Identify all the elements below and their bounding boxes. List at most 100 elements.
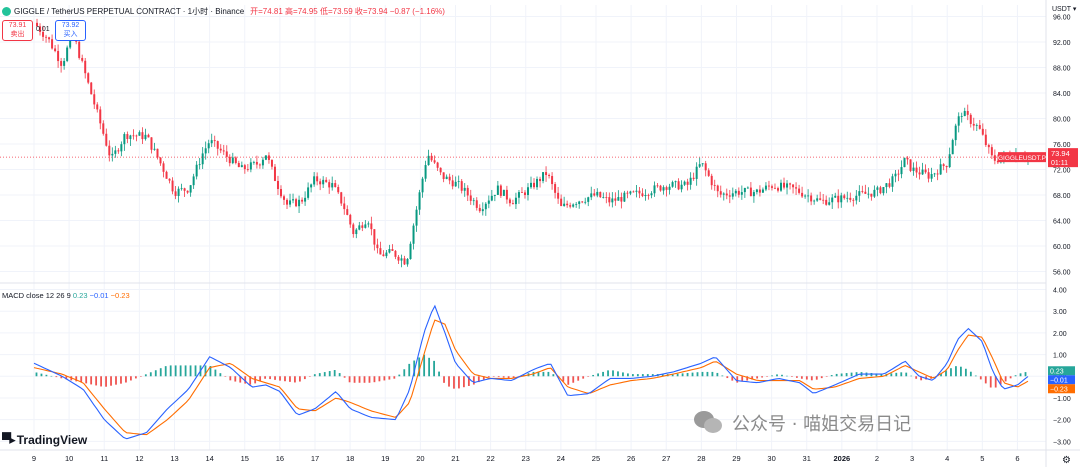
histogram-bar — [289, 376, 291, 382]
candle — [656, 182, 659, 188]
candle — [298, 195, 301, 213]
candle-body — [415, 209, 418, 226]
candle — [581, 201, 584, 204]
candle-body — [198, 164, 201, 166]
candle — [852, 198, 855, 207]
candle — [409, 241, 412, 260]
candle-body — [536, 178, 539, 188]
tradingview-label: TradingView — [16, 433, 88, 447]
histogram-bar — [915, 376, 918, 379]
watermark: 公众号 · 喵姐交易日记 — [694, 410, 911, 436]
candle-body — [487, 200, 490, 204]
histogram-bar — [125, 376, 127, 383]
candle-body — [861, 191, 864, 192]
candle — [933, 172, 936, 177]
candle — [737, 187, 740, 198]
candle-body — [963, 110, 966, 117]
candle — [141, 127, 144, 144]
candle — [846, 191, 849, 203]
candle — [828, 197, 831, 206]
candle — [734, 189, 737, 197]
histogram-bar — [1004, 376, 1007, 382]
candle — [758, 185, 761, 197]
candle — [942, 163, 945, 171]
candle-body — [69, 35, 72, 48]
candle — [644, 189, 647, 201]
candle — [249, 158, 252, 173]
candle — [502, 189, 505, 197]
candle — [439, 167, 442, 176]
candle-body — [656, 185, 659, 187]
candle-body — [207, 143, 210, 149]
candle-body — [978, 125, 981, 129]
candle — [650, 191, 653, 199]
histogram-bar — [398, 374, 401, 377]
price-axis-tick-label: 60.00 — [1053, 244, 1071, 251]
histogram-bar — [110, 376, 112, 386]
candle-body — [129, 135, 132, 140]
candle-body — [969, 114, 972, 124]
candle-body — [563, 203, 566, 206]
candle — [391, 244, 394, 251]
currency-selector[interactable]: USDT ▾ — [1052, 6, 1077, 13]
macd-axis-tick-label: −3.00 — [1053, 439, 1071, 446]
settings-gear-icon[interactable]: ⚙ — [1062, 455, 1071, 466]
candle-body — [177, 188, 180, 196]
candle-body — [593, 193, 596, 196]
candle — [520, 187, 523, 193]
candle — [162, 161, 165, 178]
candle-body — [364, 224, 367, 228]
candle-body — [310, 184, 313, 188]
candle — [617, 190, 620, 201]
candle — [801, 186, 804, 199]
candle-body — [993, 155, 996, 161]
histogram-bar — [969, 371, 972, 377]
candle-body — [201, 153, 204, 165]
time-axis-tick-label: 14 — [205, 454, 213, 463]
histogram-bar — [214, 369, 217, 377]
candle-body — [174, 191, 177, 196]
histogram-bar — [696, 372, 699, 377]
macd-axis-tick-label: −2.00 — [1053, 418, 1071, 425]
wechat-icon — [694, 411, 724, 435]
candle-body — [951, 140, 954, 155]
candle-body — [638, 190, 641, 194]
signal-value-tag: −0.23 — [1050, 386, 1068, 393]
candle-body — [801, 192, 804, 197]
candle — [295, 197, 298, 208]
candle-body — [530, 182, 532, 188]
histogram-bar — [771, 375, 773, 377]
tradingview-logo-icon: ▀▸ — [2, 432, 16, 447]
candle-body — [307, 187, 310, 198]
candle — [888, 178, 891, 189]
candle — [195, 161, 198, 180]
candle-body — [743, 187, 746, 193]
candle — [834, 192, 837, 199]
time-axis-tick-label: 9 — [32, 454, 36, 463]
candle — [761, 187, 764, 193]
candle — [873, 185, 876, 198]
candle — [632, 190, 635, 193]
histogram-bar — [820, 376, 823, 379]
candle — [42, 25, 45, 42]
buy-button[interactable]: 73.92 买入 — [55, 20, 86, 41]
symbol-title[interactable]: GIGGLE / TetherUS PERPETUAL CONTRACT · 1… — [14, 6, 245, 16]
candle-body — [343, 203, 346, 210]
candle-body — [957, 116, 960, 126]
candle — [629, 190, 632, 196]
candle — [397, 255, 400, 265]
sell-price: 73.91 — [8, 22, 27, 29]
candle-body — [361, 225, 364, 228]
candle — [57, 44, 60, 68]
sell-button[interactable]: 73.91 卖出 — [2, 20, 33, 41]
histogram-bar — [80, 376, 83, 383]
macd-legend[interactable]: MACD close 12 26 9 0.23 −0.01 −0.23 — [2, 291, 130, 300]
candle-body — [767, 185, 770, 187]
candle-body — [752, 192, 755, 197]
candle — [183, 187, 186, 197]
candle-body — [204, 148, 207, 154]
candle-body — [406, 259, 409, 265]
tradingview-branding[interactable]: ▀▸ TradingView — [2, 432, 87, 448]
candle-body — [677, 181, 680, 190]
